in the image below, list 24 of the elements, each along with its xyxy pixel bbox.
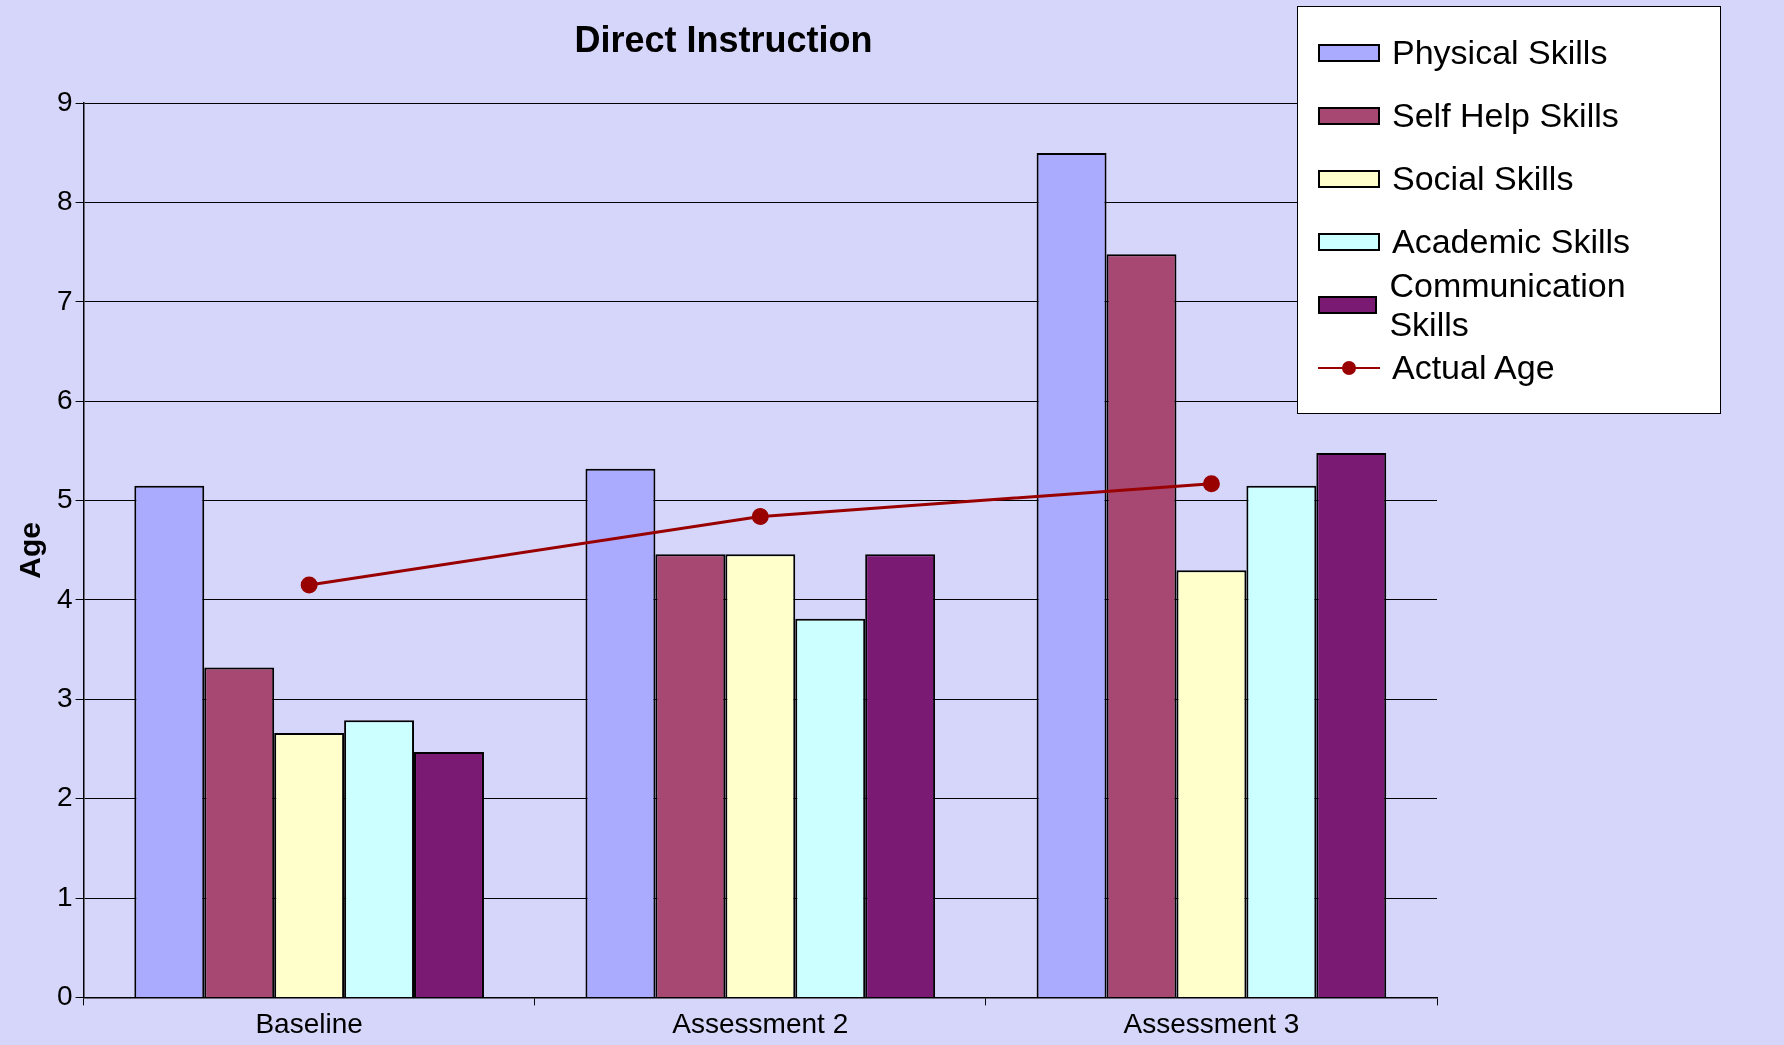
- y-axis-title: Age: [13, 521, 47, 579]
- legend-label: Actual Age: [1392, 348, 1555, 387]
- legend-label: Communication Skills: [1389, 265, 1627, 344]
- y-tick-label: 8: [56, 185, 73, 217]
- legend-label: Self Help Skills: [1392, 96, 1619, 135]
- legend-label: Social Skills: [1392, 159, 1574, 198]
- y-tick-label: 3: [56, 682, 73, 714]
- y-tick-label: 2: [56, 781, 73, 813]
- y-tick-label: 1: [56, 880, 73, 912]
- y-tick-label: 7: [56, 284, 73, 316]
- legend-label: Physical Skills: [1392, 33, 1608, 72]
- legend-label: Academic Skills: [1392, 222, 1631, 261]
- y-tick-label: 5: [56, 483, 73, 515]
- chart-title: Direct Instruction: [574, 18, 873, 60]
- x-tick-label: Assessment 3: [1123, 1007, 1300, 1039]
- x-tick-label: Baseline: [255, 1007, 363, 1039]
- y-tick-label: 0: [56, 980, 73, 1012]
- point: [751, 508, 769, 526]
- point: [300, 576, 318, 594]
- y-tick-label: 9: [56, 85, 73, 117]
- point: [1202, 475, 1220, 493]
- y-tick-label: 6: [56, 383, 73, 415]
- y-tick-label: 4: [56, 582, 73, 614]
- x-tick-label: Assessment 2: [672, 1007, 849, 1039]
